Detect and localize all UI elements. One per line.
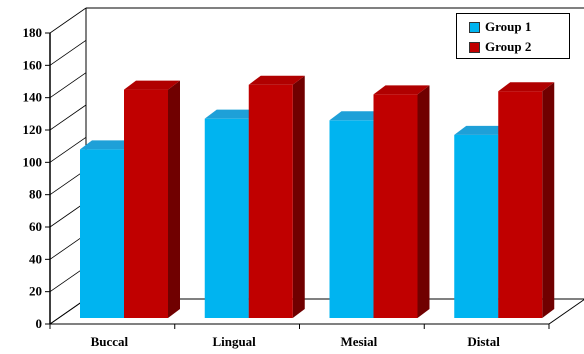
bar-side xyxy=(417,85,430,318)
bar-front xyxy=(80,149,124,318)
bar-top xyxy=(248,75,305,85)
y-depth-line xyxy=(49,40,87,66)
y-tick-label: 120 xyxy=(23,122,43,137)
x-axis-ticks: Buccal Lingual Mesial Distal xyxy=(49,324,550,349)
bar-top xyxy=(204,109,261,119)
y-tick-label: 160 xyxy=(23,57,43,72)
y-tick-label: 140 xyxy=(23,90,43,105)
legend-item-1: Group 1 xyxy=(469,18,531,36)
bar-top xyxy=(498,82,555,92)
bar-front xyxy=(124,89,168,318)
bar-top xyxy=(454,125,511,135)
y-tick-label: 0 xyxy=(36,316,43,331)
y-tick-label: 60 xyxy=(29,219,42,234)
bar-lingual-series-2 xyxy=(248,75,305,318)
y-depth-line xyxy=(49,137,87,163)
bar-side xyxy=(542,82,555,318)
bar-front xyxy=(329,120,374,318)
bar-buccal-series-2 xyxy=(124,80,180,318)
legend: Group 1 Group 2 xyxy=(456,13,570,59)
y-tick-label: 80 xyxy=(29,187,42,202)
y-axis-ticks: 0 20 40 60 80 100 120 140 160 180 xyxy=(23,7,87,331)
y-depth-line xyxy=(49,104,87,131)
bar-distal-series-2 xyxy=(498,82,555,318)
y-depth-line xyxy=(49,72,87,98)
x-tick-label: Lingual xyxy=(212,334,256,349)
bar-top xyxy=(124,80,180,90)
x-tick-label: Mesial xyxy=(340,334,377,349)
bar-front xyxy=(373,94,418,318)
legend-label-1: Group 1 xyxy=(485,19,532,34)
bar-top xyxy=(373,85,430,95)
bar-top xyxy=(329,111,386,121)
bar-front xyxy=(498,91,543,318)
y-tick-label: 40 xyxy=(29,251,42,266)
y-depth-line xyxy=(49,7,87,34)
y-tick-label: 180 xyxy=(23,25,43,40)
y-tick-label: 100 xyxy=(23,154,43,169)
bar-front xyxy=(454,134,499,318)
bar-front xyxy=(204,118,249,318)
x-tick-label: Distal xyxy=(467,334,500,349)
legend-swatch-1 xyxy=(469,21,480,33)
x-tick-label: Buccal xyxy=(91,334,129,349)
legend-swatch-2 xyxy=(469,41,480,53)
y-tick-label: 20 xyxy=(29,284,42,299)
bar-side xyxy=(292,75,305,318)
bar-top xyxy=(80,140,136,150)
bar-mesial-series-2 xyxy=(373,85,430,318)
bars xyxy=(80,75,555,318)
bar-side xyxy=(168,80,180,318)
legend-item-2: Group 2 xyxy=(469,38,531,56)
legend-label-2: Group 2 xyxy=(485,39,532,54)
bar-front xyxy=(248,84,293,318)
